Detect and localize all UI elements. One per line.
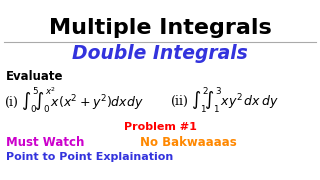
Text: Multiple Integrals: Multiple Integrals bbox=[49, 18, 271, 38]
Text: Point to Point Explaination: Point to Point Explaination bbox=[6, 152, 173, 162]
Text: No Bakwaaaas: No Bakwaaaas bbox=[140, 136, 237, 149]
Text: Evaluate: Evaluate bbox=[6, 70, 63, 83]
Text: Problem #1: Problem #1 bbox=[124, 122, 196, 132]
Text: (i) $\int_0^5\!\!\int_0^{x^2}\!\! x(x^2+y^2)dxdy$: (i) $\int_0^5\!\!\int_0^{x^2}\!\! x(x^2+… bbox=[4, 85, 144, 115]
Text: (ii) $\int_1^2\!\!\int_1^3 xy^2\,dx\,dy$: (ii) $\int_1^2\!\!\int_1^3 xy^2\,dx\,dy$ bbox=[170, 85, 279, 115]
Text: Must Watch: Must Watch bbox=[6, 136, 84, 149]
Text: Double Integrals: Double Integrals bbox=[72, 44, 248, 63]
